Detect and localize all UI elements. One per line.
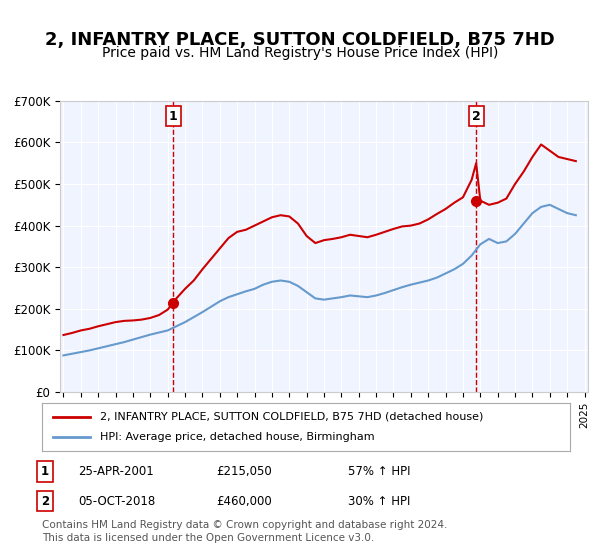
Text: 2, INFANTRY PLACE, SUTTON COLDFIELD, B75 7HD: 2, INFANTRY PLACE, SUTTON COLDFIELD, B75… [45,31,555,49]
Text: 2, INFANTRY PLACE, SUTTON COLDFIELD, B75 7HD (detached house): 2, INFANTRY PLACE, SUTTON COLDFIELD, B75… [100,412,484,422]
Text: 2: 2 [472,110,481,123]
Text: 25-APR-2001: 25-APR-2001 [78,465,154,478]
Text: £460,000: £460,000 [216,494,272,508]
Text: 2: 2 [41,494,49,508]
Text: 30% ↑ HPI: 30% ↑ HPI [348,494,410,508]
Text: 1: 1 [41,465,49,478]
Text: HPI: Average price, detached house, Birmingham: HPI: Average price, detached house, Birm… [100,432,375,442]
Text: 05-OCT-2018: 05-OCT-2018 [78,494,155,508]
Text: Price paid vs. HM Land Registry's House Price Index (HPI): Price paid vs. HM Land Registry's House … [102,46,498,60]
Text: £215,050: £215,050 [216,465,272,478]
Text: 57% ↑ HPI: 57% ↑ HPI [348,465,410,478]
Text: Contains HM Land Registry data © Crown copyright and database right 2024.
This d: Contains HM Land Registry data © Crown c… [42,520,448,543]
Text: 1: 1 [169,110,178,123]
